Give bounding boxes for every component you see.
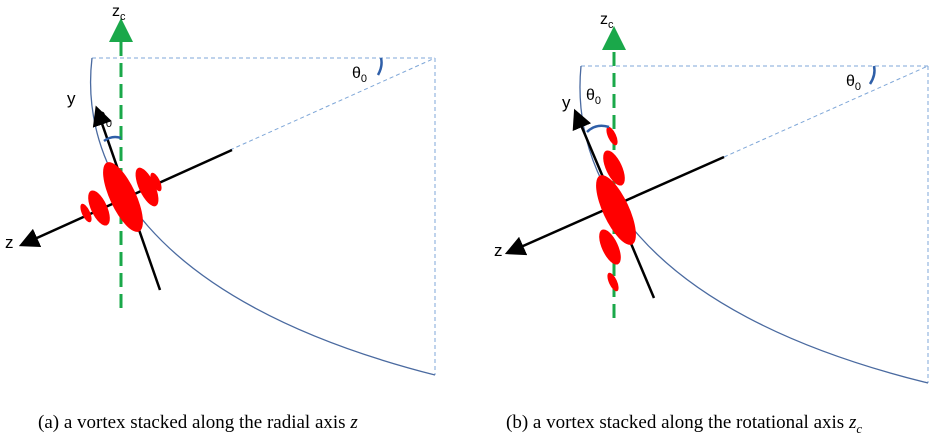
vortex-lobe (606, 126, 618, 146)
theta-label: θ0 (586, 87, 601, 107)
sphere-arc (89, 57, 436, 376)
panel-a: zc y z θ0 θ0 (a) a vortex stacked along … (0, 0, 476, 442)
caption-b: (b) a vortex stacked along the rotationa… (506, 412, 863, 436)
vortex-stack (80, 162, 162, 232)
y-label: y (562, 93, 571, 112)
radial-dashed-line (723, 65, 929, 158)
vortex-stack (596, 126, 636, 292)
vortex-lobe (607, 272, 619, 292)
theta-far-angle-arc (868, 65, 876, 85)
z-label: z (5, 233, 14, 252)
vortex-lobe (150, 172, 162, 192)
vortex-core (103, 162, 143, 232)
zc-label: zc (112, 3, 126, 23)
theta-far-label: θ0 (846, 73, 861, 93)
z-label: z (494, 241, 503, 260)
vortex-lobe (80, 203, 92, 223)
vortex-lobe (88, 190, 110, 226)
vortex-lobe (135, 167, 159, 207)
vortex-core (596, 175, 636, 245)
caption-a: (a) a vortex stacked along the radial ax… (38, 412, 358, 433)
theta-far-label: θ0 (352, 65, 367, 85)
theta-angle-arc (586, 124, 610, 133)
theta-far-angle-arc (376, 57, 383, 76)
vortex-lobe (599, 229, 621, 265)
panel-a-diagram: zc y z θ0 θ0 (5, 3, 436, 376)
zc-label: zc (600, 11, 614, 31)
panel-b: zc y z θ0 θ0 (b) a vortex stacked along … (476, 0, 951, 442)
y-label: y (67, 89, 76, 108)
theta-angle-arc (103, 135, 122, 143)
radial-dashed-line (229, 57, 436, 151)
panel-b-diagram: zc y z θ0 θ0 (494, 11, 929, 384)
theta-label: θ0 (97, 110, 112, 130)
vortex-lobe (603, 150, 625, 186)
